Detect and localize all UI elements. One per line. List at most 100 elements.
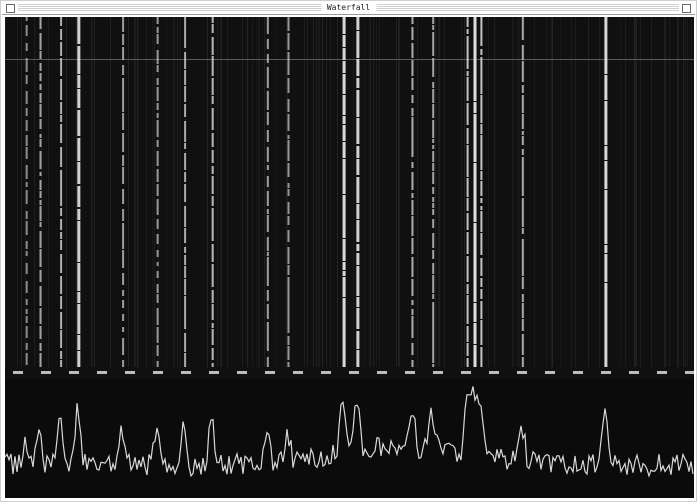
waterfall-noise: [353, 17, 354, 367]
waterfall-trace-segment: [466, 358, 469, 363]
waterfall-trace-segment: [156, 284, 159, 293]
waterfall-trace-segment: [184, 121, 187, 142]
waterfall-trace-segment: [184, 172, 187, 182]
waterfall-trace-segment: [411, 27, 414, 40]
waterfall-trace-segment: [356, 344, 360, 349]
close-box-icon[interactable]: [6, 4, 15, 13]
waterfall-trace-segment: [432, 32, 435, 36]
waterfall-trace-segment: [39, 270, 42, 282]
waterfall-trace-segment: [432, 294, 435, 299]
waterfall-trace-segment: [466, 51, 469, 60]
waterfall-trace-segment: [184, 266, 187, 278]
waterfall-trace-segment: [122, 360, 125, 367]
waterfall-trace-segment: [25, 135, 28, 146]
title-bar[interactable]: Waterfall: [2, 2, 695, 15]
waterfall-trace-segment: [266, 209, 269, 214]
waterfall-trace-segment: [156, 361, 159, 367]
waterfall-trace-segment: [287, 362, 290, 367]
waterfall-trace-segment: [342, 271, 346, 276]
waterfall-trace-segment: [342, 54, 346, 60]
waterfall-trace-segment: [287, 99, 290, 112]
waterfall-noise: [242, 17, 243, 367]
waterfall-trace-segment: [266, 322, 269, 335]
waterfall-trace-segment: [521, 357, 524, 367]
waterfall-trace-segment: [77, 221, 81, 247]
waterfall-trace-segment: [521, 61, 524, 82]
waterfall-trace-segment: [342, 35, 346, 47]
waterfall-trace-segment: [604, 146, 608, 160]
waterfall-trace-segment: [266, 165, 269, 170]
frequency-tick: [97, 371, 107, 374]
frequency-tick: [517, 371, 527, 374]
waterfall-trace-segment: [473, 303, 477, 322]
waterfall-trace-segment: [25, 326, 28, 338]
waterfall-noise: [259, 17, 260, 367]
waterfall-trace-segment: [39, 33, 42, 50]
waterfall-trace-segment: [432, 233, 435, 248]
zoom-box-icon[interactable]: [682, 4, 691, 13]
waterfall-trace-segment: [411, 200, 414, 215]
frequency-tick: [321, 371, 331, 374]
waterfall-trace-segment: [604, 161, 608, 166]
waterfall-trace-segment: [211, 37, 214, 43]
waterfall-trace-segment: [60, 170, 63, 184]
frequency-axis: [5, 367, 694, 379]
waterfall-trace-segment: [25, 343, 28, 350]
waterfall-trace-segment: [287, 183, 290, 188]
spectrum-display[interactable]: [5, 379, 694, 498]
waterfall-trace-segment: [356, 308, 360, 329]
waterfall-trace-segment: [356, 103, 360, 117]
waterfall-noise: [337, 17, 338, 367]
waterfall-trace-segment: [122, 17, 125, 32]
waterfall-trace-segment: [521, 303, 524, 318]
waterfall-trace-segment: [156, 219, 159, 229]
waterfall-trace-segment: [466, 326, 469, 342]
waterfall-trace-segment: [342, 17, 346, 34]
waterfall-trace-segment: [266, 130, 269, 142]
waterfall-trace-segment: [39, 93, 42, 103]
waterfall-trace-segment: [356, 177, 360, 203]
waterfall-trace-segment: [156, 234, 159, 244]
waterfall-trace-segment: [184, 247, 187, 253]
waterfall-carrier: [60, 17, 63, 367]
waterfall-trace-segment: [432, 36, 435, 56]
waterfall-trace-segment: [480, 320, 483, 345]
frequency-tick: [489, 371, 499, 374]
waterfall-trace-segment: [156, 120, 159, 137]
waterfall-trace-segment: [466, 162, 469, 177]
waterfall-trace-segment: [77, 138, 81, 152]
waterfall-trace-segment: [466, 71, 469, 76]
frequency-tick: [69, 371, 79, 374]
waterfall-trace-segment: [466, 36, 469, 51]
waterfall-noise: [524, 17, 525, 367]
waterfall-trace-segment: [342, 61, 346, 73]
waterfall-trace-segment: [122, 230, 125, 249]
waterfall-trace-segment: [77, 46, 81, 74]
waterfall-trace-segment: [521, 239, 524, 260]
waterfall-trace-segment: [60, 208, 63, 216]
waterfall-noise: [207, 17, 208, 367]
waterfall-noise: [207, 17, 208, 367]
waterfall-noise: [665, 17, 666, 367]
waterfall-noise: [330, 17, 331, 367]
waterfall-trace-segment: [287, 189, 290, 196]
waterfall-trace-segment: [287, 140, 290, 144]
waterfall-trace-segment: [604, 245, 608, 253]
waterfall-noise: [319, 17, 320, 367]
waterfall-noise: [494, 17, 495, 367]
waterfall-trace-segment: [77, 304, 81, 334]
waterfall-trace-segment: [480, 258, 483, 276]
waterfall-trace-segment: [521, 213, 524, 227]
waterfall-display[interactable]: [5, 17, 694, 367]
waterfall-trace-segment: [287, 304, 290, 319]
waterfall-trace-segment: [432, 25, 435, 30]
waterfall-trace-segment: [356, 78, 360, 88]
waterfall-trace-segment: [521, 85, 524, 93]
waterfall-trace-segment: [411, 320, 414, 338]
frequency-tick: [629, 371, 639, 374]
waterfall-carrier: [211, 17, 214, 367]
waterfall-trace-segment: [211, 56, 214, 76]
waterfall-noise: [687, 17, 688, 367]
waterfall-trace-segment: [211, 133, 214, 147]
waterfall-noise: [138, 17, 139, 367]
